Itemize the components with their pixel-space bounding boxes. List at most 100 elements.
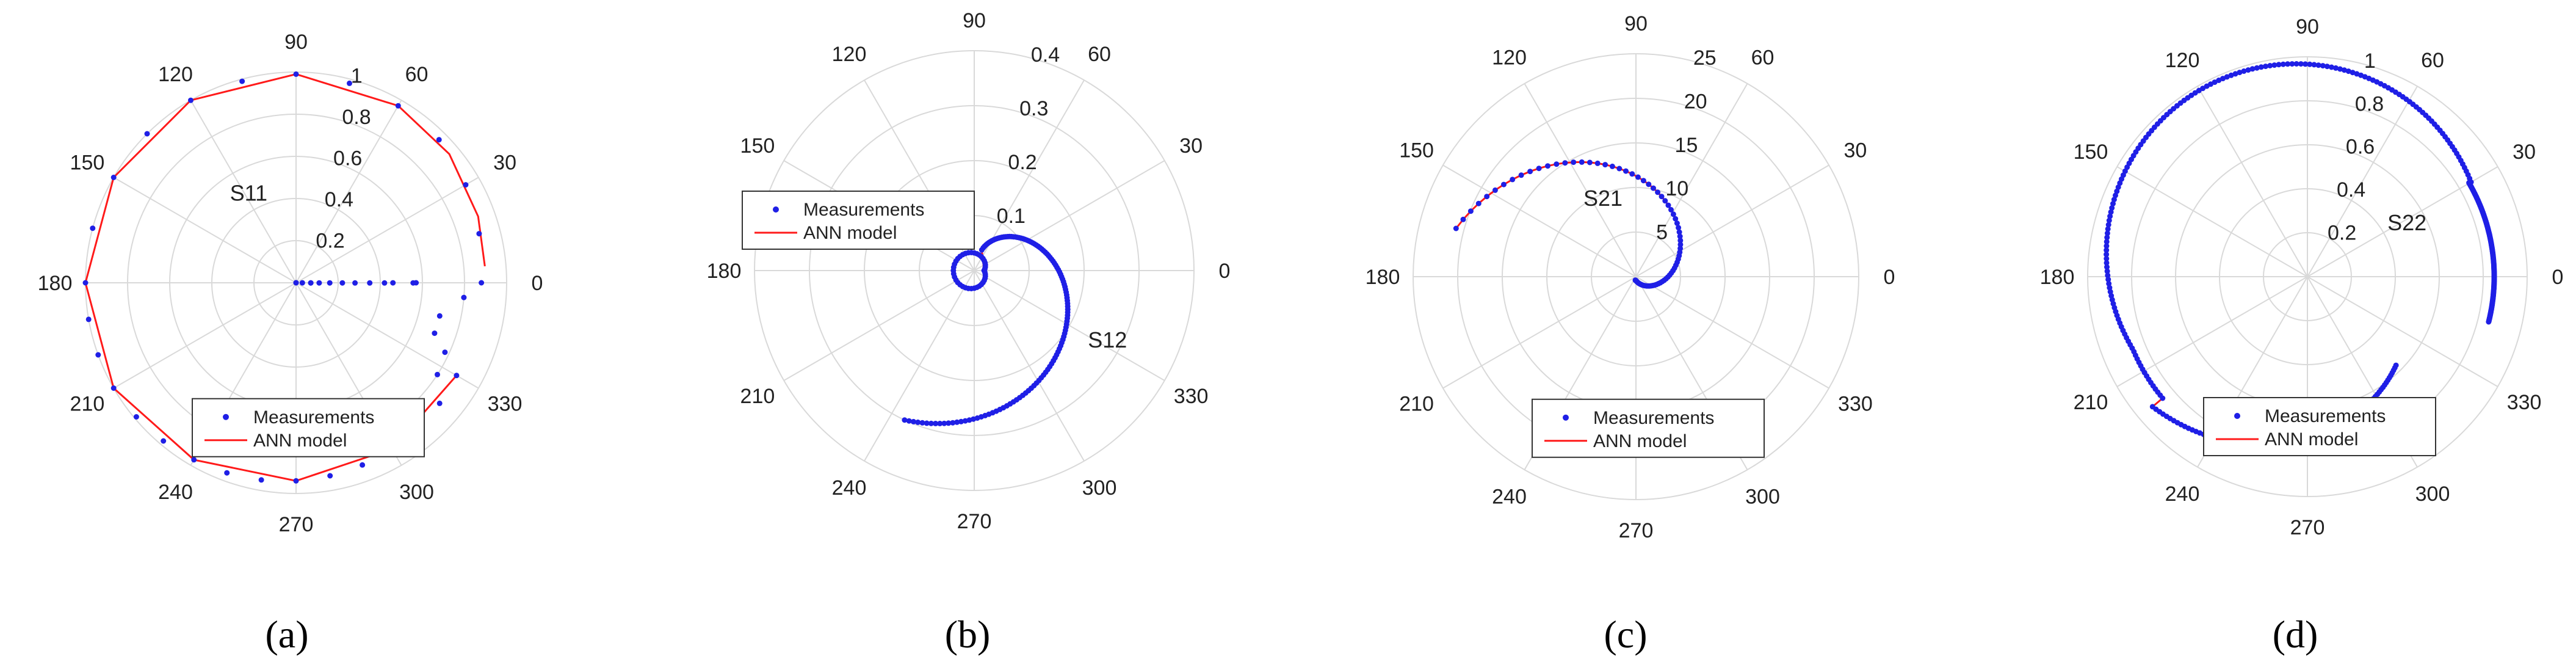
measurement-point: [479, 280, 485, 286]
measurement-point: [432, 330, 438, 337]
angle-tick-label: 30: [2513, 140, 2536, 164]
legend-box: [192, 398, 425, 457]
measurement-point: [367, 280, 373, 286]
measurement-point: [2350, 70, 2356, 76]
measurement-point: [2280, 61, 2286, 67]
grid-spoke: [974, 270, 1165, 381]
angle-tick-label: 30: [1179, 134, 1203, 158]
measurement-point: [2110, 201, 2116, 206]
legend-measurements-label: Measurements: [1593, 408, 1714, 428]
radial-tick-label: 25: [1693, 46, 1717, 70]
measurement-point: [902, 417, 908, 423]
measurement-point: [2241, 68, 2247, 74]
panel-caption: (c): [1604, 613, 1647, 656]
measurement-point: [1492, 187, 1498, 193]
legend-measurements-label: Measurements: [2265, 406, 2386, 426]
measurement-point: [347, 80, 352, 86]
measurement-point: [1676, 225, 1682, 231]
measurement-point: [293, 280, 299, 286]
measurement-point: [1646, 181, 1652, 188]
panel-caption: (d): [2273, 613, 2318, 656]
angle-tick-label: 210: [1399, 393, 1434, 416]
grid-spoke: [2307, 276, 2498, 387]
measurement-point: [958, 418, 964, 424]
measurement-point: [919, 420, 925, 426]
measurement-point: [2216, 78, 2222, 83]
grid-spoke: [2307, 166, 2498, 277]
angle-tick-label: 120: [1492, 46, 1527, 70]
measurement-point: [1467, 208, 1474, 214]
measurement-point: [308, 280, 314, 286]
measurement-point: [258, 477, 264, 483]
radial-tick-label: 5: [1656, 221, 1668, 244]
measurement-point: [2276, 62, 2282, 68]
measurement-point: [1501, 181, 1507, 188]
measurement-point: [2104, 235, 2110, 241]
radial-tick-label: 10: [1665, 177, 1688, 200]
measurement-point: [1609, 163, 1615, 169]
measurement-point: [2232, 71, 2238, 77]
grid-spoke: [2116, 276, 2308, 387]
angle-tick-label: 0: [2552, 266, 2564, 289]
angle-tick-label: 240: [158, 481, 193, 504]
grid-spoke: [1635, 83, 1748, 277]
measurement-point: [924, 420, 930, 426]
measurement-point: [390, 280, 396, 286]
radial-tick-label: 0.8: [2355, 92, 2384, 115]
legend-measurement-marker: [773, 206, 779, 213]
measurement-point: [2104, 230, 2110, 236]
measurement-point: [2105, 226, 2111, 232]
panel-caption: (b): [945, 613, 991, 656]
measurement-point: [144, 131, 150, 137]
measurement-point: [1665, 202, 1671, 208]
measurement-point: [2108, 209, 2114, 215]
angle-tick-label: 90: [963, 9, 986, 32]
angle-tick-label: 330: [1838, 393, 1873, 416]
radial-tick-label: 0.6: [2346, 136, 2375, 159]
measurement-point: [915, 419, 921, 425]
measurement-point: [1594, 160, 1601, 166]
measurement-point: [239, 78, 245, 84]
radial-tick-label: 0.2: [2328, 222, 2356, 245]
measurement-point: [2104, 252, 2110, 258]
measurement-point: [2285, 61, 2291, 67]
measurement-point: [2303, 61, 2309, 67]
radial-tick-label: 1: [351, 65, 363, 88]
measurement-point: [2333, 65, 2339, 71]
polar-panel: 0 30 60 90 120 150 180 210 240 270 300 330 0.1 0.2 0.3…: [707, 9, 1231, 656]
grid-spoke: [2197, 86, 2308, 277]
grid-spoke: [295, 100, 402, 283]
measurement-point: [2258, 64, 2264, 70]
measurement-point: [360, 462, 366, 468]
series-label: S22: [2387, 210, 2426, 235]
angle-tick-label: 150: [70, 151, 105, 175]
measurement-point: [442, 349, 448, 355]
measurement-point: [1670, 211, 1676, 217]
measurement-point: [1510, 177, 1516, 183]
measurement-point: [2245, 67, 2251, 73]
measurement-point: [436, 400, 443, 406]
measurement-point: [2109, 205, 2115, 211]
legend-model-label: ANN model: [1593, 431, 1687, 451]
measurement-point: [2105, 222, 2111, 228]
measurement-point: [2228, 72, 2234, 78]
radial-tick-label: 0.6: [333, 147, 362, 170]
measurement-point: [410, 280, 416, 286]
measurement-point: [82, 280, 89, 286]
measurement-point: [981, 268, 987, 274]
angle-tick-label: 60: [2421, 49, 2444, 72]
measurement-point: [293, 478, 299, 484]
radial-tick-label: 0.3: [1019, 97, 1048, 120]
measurement-point: [2104, 243, 2110, 249]
angle-tick-label: 330: [2507, 391, 2542, 414]
measurement-point: [962, 418, 968, 424]
measurement-point: [906, 418, 912, 424]
measurement-point: [2393, 362, 2399, 368]
measurement-point: [1673, 216, 1679, 222]
measurement-point: [133, 414, 139, 420]
measurement-point: [463, 182, 469, 188]
measurement-point: [1677, 246, 1684, 252]
legend-box: [742, 191, 975, 250]
measurement-point: [2106, 217, 2112, 224]
ann-model-line: [2105, 62, 2495, 446]
